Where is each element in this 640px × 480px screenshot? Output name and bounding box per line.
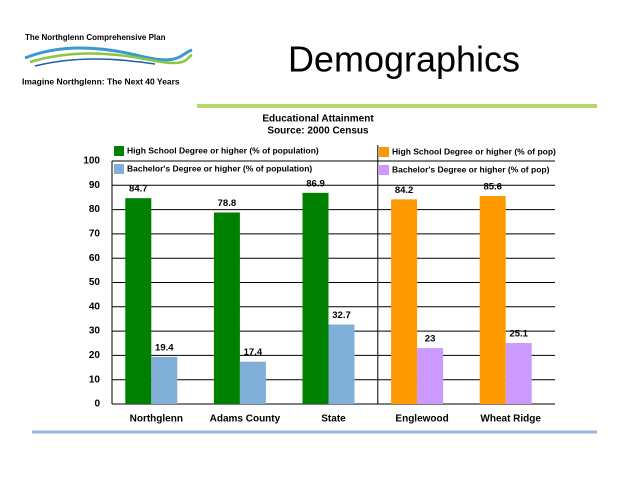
y-tick-label: 10 [89, 374, 101, 385]
logo: The Northglenn Comprehensive Plan Imagin… [22, 33, 193, 86]
data-label: 85.6 [483, 182, 502, 193]
legend-label: Bachelor's Degree or higher (% of pop) [392, 164, 550, 174]
bar [239, 361, 266, 404]
legend-swatch [114, 164, 124, 174]
data-label: 25.1 [509, 329, 528, 340]
bar [505, 343, 532, 404]
data-label: 84.7 [129, 184, 148, 195]
legend-swatch [114, 146, 124, 156]
slide-title: Demographics [288, 39, 520, 80]
bar [302, 192, 329, 404]
legend-label: Bachelor's Degree or higher (% of popula… [127, 163, 312, 173]
bar [328, 324, 355, 404]
chart-subtitle: Source: 2000 Census [267, 126, 369, 137]
bar [391, 199, 418, 404]
x-tick-label: Englewood [395, 414, 448, 425]
y-tick-label: 30 [89, 326, 101, 337]
logo-wave [24, 46, 193, 62]
data-label: 19.4 [155, 342, 174, 353]
bar [125, 198, 152, 404]
x-tick-label: Wheat Ridge [480, 414, 541, 425]
legend-swatch [379, 165, 389, 175]
x-tick-label: Northglenn [130, 414, 183, 425]
data-label: 86.9 [306, 178, 325, 189]
legend-swatch [379, 147, 389, 157]
y-tick-label: 80 [89, 204, 101, 215]
bar [479, 195, 506, 404]
y-tick-label: 70 [89, 229, 101, 240]
x-tick-label: Adams County [210, 414, 281, 425]
y-tick-label: 60 [89, 253, 101, 264]
chart-title: Educational Attainment [262, 114, 374, 125]
logo-title: The Northglenn Comprehensive Plan [25, 33, 166, 42]
data-label: 84.2 [395, 185, 414, 196]
x-tick-label: State [321, 414, 346, 425]
bar [151, 356, 178, 404]
y-tick-label: 50 [89, 277, 101, 288]
y-tick-label: 40 [89, 301, 101, 312]
legend-label: High School Degree or higher (% of popul… [127, 145, 319, 155]
bar [417, 348, 444, 404]
y-tick-label: 90 [89, 180, 101, 191]
y-tick-label: 0 [94, 399, 100, 410]
data-label: 32.7 [332, 310, 351, 321]
logo-tagline: Imagine Northglenn: The Next 40 Years [22, 76, 180, 86]
data-label: 23 [425, 334, 436, 345]
legend-label: High School Degree or higher (% of pop) [392, 146, 556, 156]
logo-wave [29, 52, 193, 65]
bar [213, 212, 240, 404]
y-tick-label: 20 [89, 350, 101, 361]
logo-wave [34, 58, 156, 67]
data-label: 17.4 [244, 347, 263, 358]
data-label: 78.8 [218, 198, 237, 209]
y-tick-label: 100 [83, 156, 100, 167]
